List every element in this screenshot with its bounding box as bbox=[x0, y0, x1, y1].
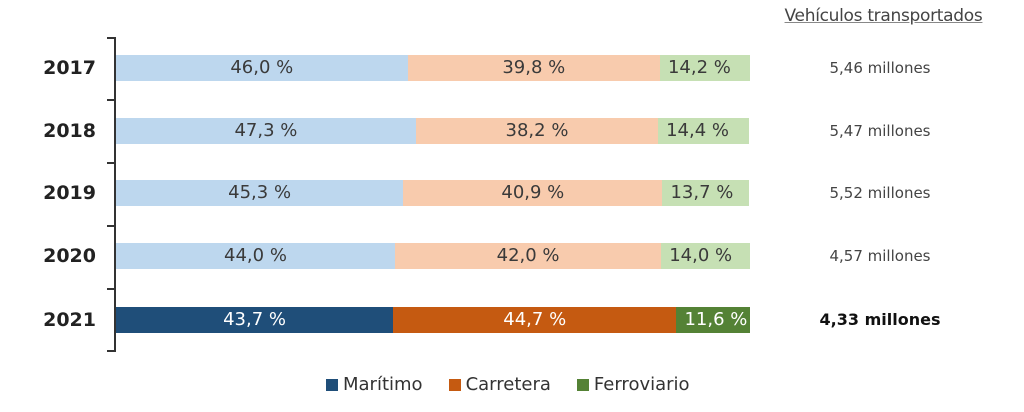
year-label: 2017 bbox=[43, 57, 96, 79]
bar-segment-maritimo: 46,0 % bbox=[116, 55, 408, 81]
legend-swatch-icon bbox=[576, 378, 589, 391]
axis-tick bbox=[107, 162, 115, 164]
legend-swatch-icon bbox=[326, 378, 338, 391]
bar-segment-ferroviario: 11,6 % bbox=[676, 307, 750, 333]
stacked-bar: 46,0 % 39,8 % 14,2 % bbox=[116, 55, 750, 81]
totals-header: Vehículos transportados bbox=[784, 6, 983, 26]
y-axis bbox=[114, 37, 116, 352]
axis-tick bbox=[107, 288, 115, 290]
bar-segment-carretera: 44,7 % bbox=[393, 307, 677, 333]
bar-row: 2018 47,3 % 38,2 % 14,4 % 5,47 millones bbox=[0, 118, 1024, 144]
year-label: 2019 bbox=[43, 182, 96, 204]
stacked-bar: 43,7 % 44,7 % 11,6 % bbox=[116, 307, 750, 333]
legend-label: Ferroviario bbox=[593, 374, 690, 395]
bar-segment-carretera: 40,9 % bbox=[403, 180, 663, 206]
vehicles-total: 5,46 millones bbox=[829, 59, 931, 77]
legend-item-maritimo: Marítimo bbox=[326, 374, 423, 395]
stacked-bar: 47,3 % 38,2 % 14,4 % bbox=[116, 118, 750, 144]
legend-label: Carretera bbox=[465, 374, 551, 395]
bar-segment-maritimo: 47,3 % bbox=[116, 118, 416, 144]
bar-row: 2020 44,0 % 42,0 % 14,0 % 4,57 millones bbox=[0, 243, 1024, 269]
bar-segment-maritimo: 44,0 % bbox=[116, 243, 395, 269]
bar-row: 2021 43,7 % 44,7 % 11,6 % 4,33 millones bbox=[0, 307, 1024, 333]
bar-row: 2019 45,3 % 40,9 % 13,7 % 5,52 millones bbox=[0, 180, 1024, 206]
bar-segment-carretera: 38,2 % bbox=[415, 118, 659, 144]
legend-item-carretera: Carretera bbox=[448, 374, 551, 395]
year-label: 2020 bbox=[43, 245, 96, 267]
vehicles-total: 4,57 millones bbox=[829, 247, 931, 265]
bar-segment-ferroviario: 13,7 % bbox=[662, 180, 750, 206]
vehicles-total: 5,47 millones bbox=[829, 122, 931, 140]
axis-tick bbox=[107, 350, 115, 352]
bar-segment-maritimo: 45,3 % bbox=[116, 180, 404, 206]
legend: Marítimo Carretera Ferroviario bbox=[326, 374, 690, 395]
legend-item-ferroviario: Ferroviario bbox=[576, 374, 690, 395]
bar-segment-ferroviario: 14,2 % bbox=[659, 55, 750, 81]
stacked-bar: 45,3 % 40,9 % 13,7 % bbox=[116, 180, 750, 206]
stacked-bar: 44,0 % 42,0 % 14,0 % bbox=[116, 243, 750, 269]
year-label: 2018 bbox=[43, 120, 96, 142]
axis-tick bbox=[107, 99, 115, 101]
bar-segment-carretera: 42,0 % bbox=[394, 243, 662, 269]
vehicles-total: 4,33 millones bbox=[819, 310, 941, 329]
bar-segment-ferroviario: 14,4 % bbox=[658, 118, 750, 144]
legend-swatch-icon bbox=[448, 378, 461, 391]
vehicles-total: 5,52 millones bbox=[829, 184, 931, 202]
bar-segment-maritimo: 43,7 % bbox=[116, 307, 394, 333]
bar-segment-carretera: 39,8 % bbox=[407, 55, 660, 81]
axis-tick bbox=[107, 37, 115, 39]
year-label: 2021 bbox=[43, 309, 96, 331]
bar-segment-ferroviario: 14,0 % bbox=[661, 243, 750, 269]
legend-label: Marítimo bbox=[343, 374, 423, 395]
axis-tick bbox=[107, 225, 115, 227]
bar-row: 2017 46,0 % 39,8 % 14,2 % 5,46 millones bbox=[0, 55, 1024, 81]
